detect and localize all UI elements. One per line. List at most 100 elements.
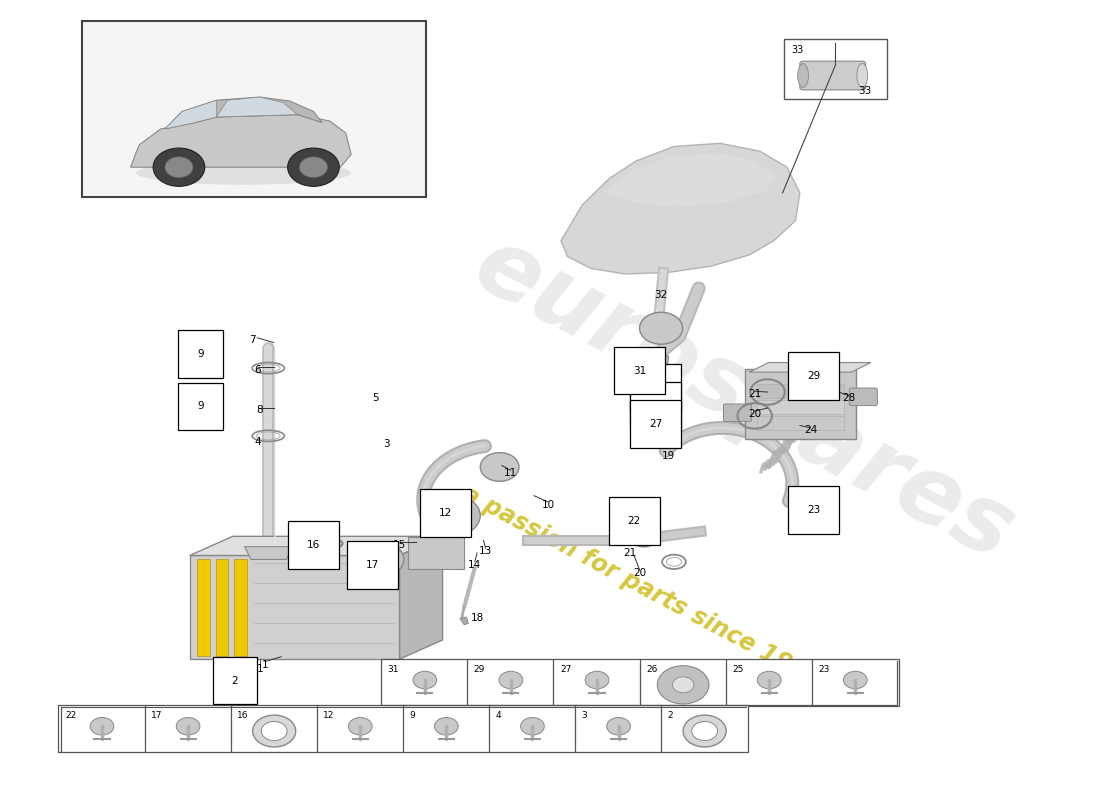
- FancyBboxPatch shape: [403, 706, 490, 752]
- Polygon shape: [408, 537, 464, 569]
- Circle shape: [434, 718, 459, 735]
- Ellipse shape: [857, 63, 868, 87]
- Text: 12: 12: [323, 711, 334, 720]
- Polygon shape: [749, 362, 871, 372]
- Text: 3: 3: [582, 711, 587, 720]
- Text: 21: 21: [748, 389, 761, 398]
- Circle shape: [287, 148, 339, 186]
- FancyBboxPatch shape: [726, 659, 813, 706]
- Text: eurospares: eurospares: [459, 219, 1030, 581]
- Text: 26: 26: [646, 665, 658, 674]
- Polygon shape: [561, 143, 800, 274]
- Text: 25: 25: [733, 665, 744, 674]
- FancyBboxPatch shape: [849, 388, 878, 406]
- Circle shape: [349, 718, 372, 735]
- Text: 23: 23: [807, 505, 821, 515]
- Circle shape: [607, 718, 630, 735]
- Text: 21: 21: [624, 548, 637, 558]
- Polygon shape: [460, 617, 469, 625]
- Text: 8: 8: [256, 406, 263, 415]
- Text: 25: 25: [649, 383, 662, 393]
- FancyBboxPatch shape: [382, 659, 469, 706]
- Circle shape: [499, 671, 522, 689]
- Circle shape: [683, 715, 726, 747]
- FancyBboxPatch shape: [800, 61, 866, 90]
- Text: 12: 12: [439, 508, 452, 518]
- Circle shape: [481, 453, 519, 482]
- Text: 22: 22: [65, 711, 76, 720]
- Text: 17: 17: [366, 560, 379, 570]
- Text: 5: 5: [373, 393, 380, 402]
- Text: 30: 30: [614, 349, 627, 358]
- Circle shape: [585, 671, 609, 689]
- Text: 2: 2: [232, 676, 239, 686]
- Circle shape: [672, 677, 694, 693]
- Polygon shape: [165, 100, 217, 129]
- Polygon shape: [604, 153, 777, 207]
- Text: 29: 29: [807, 371, 821, 381]
- FancyBboxPatch shape: [783, 39, 887, 99]
- Circle shape: [176, 718, 200, 735]
- Polygon shape: [618, 352, 669, 372]
- Text: 4: 4: [495, 711, 500, 720]
- Polygon shape: [189, 555, 399, 659]
- Text: a passion for parts since 1985: a passion for parts since 1985: [459, 482, 825, 693]
- FancyBboxPatch shape: [214, 669, 242, 685]
- Circle shape: [844, 671, 867, 689]
- FancyBboxPatch shape: [234, 558, 246, 656]
- Text: 26: 26: [649, 401, 662, 410]
- FancyBboxPatch shape: [812, 659, 899, 706]
- Text: 31: 31: [387, 665, 399, 674]
- FancyBboxPatch shape: [575, 706, 662, 752]
- Text: 20: 20: [748, 409, 761, 418]
- Text: 1: 1: [256, 665, 263, 674]
- Text: 10: 10: [541, 500, 554, 510]
- Circle shape: [165, 157, 192, 178]
- Text: 1: 1: [262, 660, 268, 670]
- Text: 11: 11: [504, 468, 517, 478]
- Text: 17: 17: [151, 711, 163, 720]
- Circle shape: [658, 666, 708, 704]
- Text: 22: 22: [627, 516, 641, 526]
- FancyBboxPatch shape: [468, 659, 554, 706]
- Circle shape: [520, 718, 544, 735]
- FancyBboxPatch shape: [553, 659, 640, 706]
- Text: 16: 16: [238, 711, 249, 720]
- Ellipse shape: [798, 63, 808, 87]
- Text: 6: 6: [254, 365, 261, 374]
- Ellipse shape: [136, 161, 351, 185]
- Circle shape: [356, 542, 404, 577]
- FancyBboxPatch shape: [231, 706, 318, 752]
- FancyBboxPatch shape: [144, 706, 232, 752]
- Circle shape: [299, 157, 328, 178]
- Text: 19: 19: [662, 451, 675, 461]
- Text: 24: 24: [804, 426, 817, 435]
- Text: 20: 20: [632, 568, 646, 578]
- Circle shape: [758, 671, 781, 689]
- Text: 9: 9: [197, 402, 204, 411]
- Text: 13: 13: [478, 546, 493, 557]
- FancyBboxPatch shape: [216, 558, 229, 656]
- FancyBboxPatch shape: [317, 706, 404, 752]
- Text: 18: 18: [471, 613, 484, 622]
- FancyBboxPatch shape: [757, 384, 844, 398]
- Text: 33: 33: [858, 86, 871, 96]
- Text: 9: 9: [409, 711, 415, 720]
- Text: 15: 15: [393, 540, 406, 550]
- FancyBboxPatch shape: [639, 659, 727, 706]
- Circle shape: [692, 722, 717, 741]
- Text: 27: 27: [560, 665, 571, 674]
- Text: 29: 29: [474, 665, 485, 674]
- FancyBboxPatch shape: [745, 369, 856, 439]
- Circle shape: [253, 715, 296, 747]
- Text: 2: 2: [226, 672, 231, 681]
- Polygon shape: [165, 97, 322, 129]
- Circle shape: [639, 312, 683, 344]
- Text: 27: 27: [649, 419, 662, 429]
- Polygon shape: [217, 97, 297, 117]
- Text: 33: 33: [791, 46, 803, 55]
- Text: 23: 23: [818, 665, 829, 674]
- Circle shape: [153, 148, 205, 186]
- FancyBboxPatch shape: [82, 22, 427, 197]
- FancyBboxPatch shape: [757, 416, 844, 430]
